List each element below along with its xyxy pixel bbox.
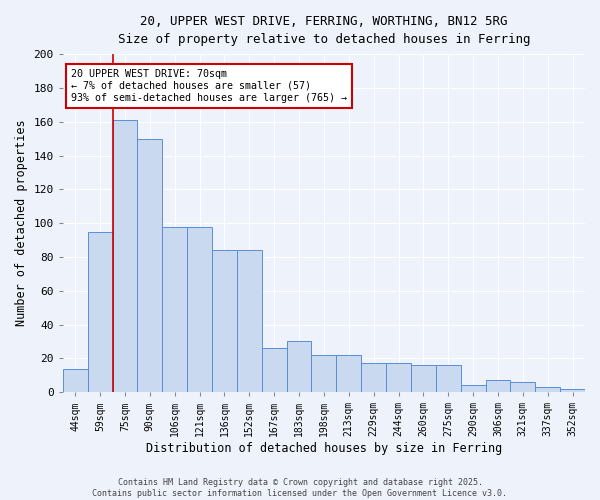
Bar bbox=[63, 368, 88, 392]
X-axis label: Distribution of detached houses by size in Ferring: Distribution of detached houses by size … bbox=[146, 442, 502, 455]
Bar bbox=[535, 387, 560, 392]
Bar bbox=[212, 250, 237, 392]
Bar bbox=[337, 355, 361, 392]
Bar bbox=[162, 226, 187, 392]
Text: 20 UPPER WEST DRIVE: 70sqm
← 7% of detached houses are smaller (57)
93% of semi-: 20 UPPER WEST DRIVE: 70sqm ← 7% of detac… bbox=[71, 70, 347, 102]
Bar bbox=[88, 232, 113, 392]
Bar bbox=[485, 380, 511, 392]
Bar bbox=[262, 348, 287, 392]
Bar bbox=[511, 382, 535, 392]
Bar bbox=[411, 365, 436, 392]
Bar bbox=[436, 365, 461, 392]
Bar bbox=[361, 364, 386, 392]
Bar bbox=[137, 138, 162, 392]
Bar bbox=[113, 120, 137, 392]
Bar bbox=[461, 386, 485, 392]
Bar bbox=[187, 226, 212, 392]
Title: 20, UPPER WEST DRIVE, FERRING, WORTHING, BN12 5RG
Size of property relative to d: 20, UPPER WEST DRIVE, FERRING, WORTHING,… bbox=[118, 15, 530, 46]
Bar bbox=[287, 342, 311, 392]
Bar bbox=[237, 250, 262, 392]
Bar bbox=[311, 355, 337, 392]
Text: Contains HM Land Registry data © Crown copyright and database right 2025.
Contai: Contains HM Land Registry data © Crown c… bbox=[92, 478, 508, 498]
Bar bbox=[560, 389, 585, 392]
Bar bbox=[386, 364, 411, 392]
Y-axis label: Number of detached properties: Number of detached properties bbox=[15, 120, 28, 326]
